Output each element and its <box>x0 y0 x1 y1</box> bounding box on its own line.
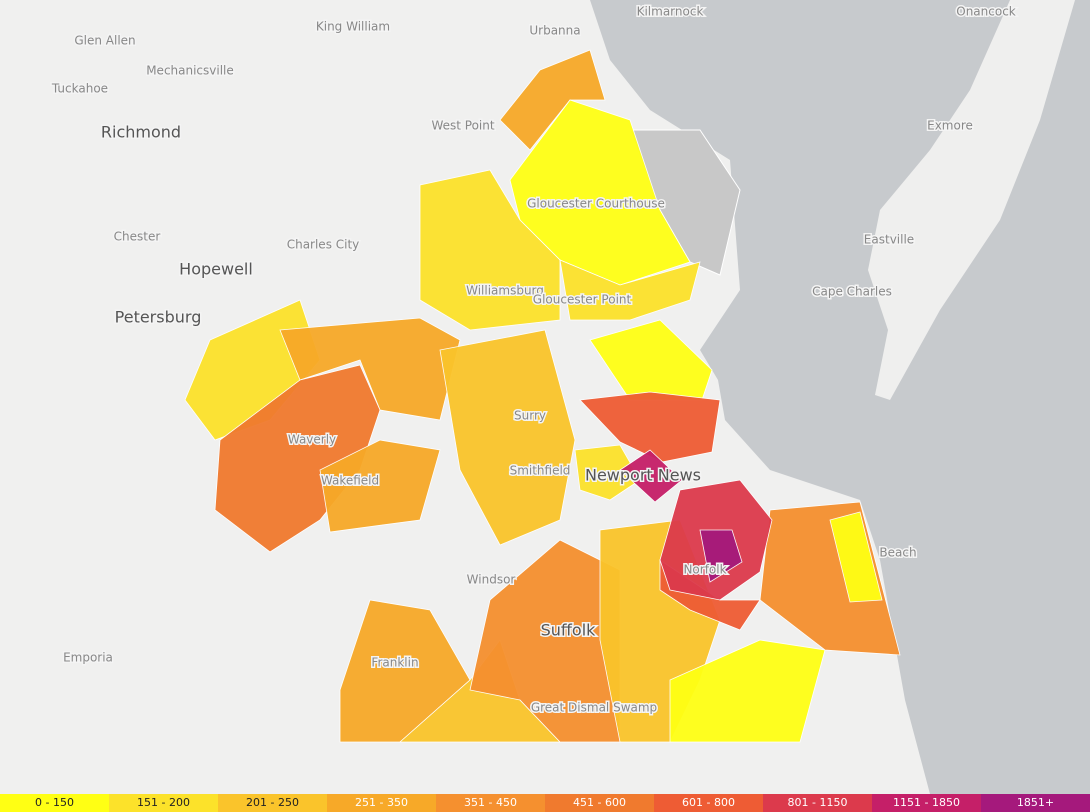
region <box>499 49 606 151</box>
place-label: Tuckahoe <box>51 82 108 96</box>
region <box>319 439 441 533</box>
eastern-shore <box>868 0 1075 400</box>
region <box>669 639 826 743</box>
legend-item: 0 - 150 <box>0 794 109 812</box>
legend-item: 801 - 1150 <box>763 794 872 812</box>
place-label: Great Dismal Swamp <box>531 701 657 715</box>
region <box>439 329 576 546</box>
region <box>279 317 461 421</box>
region <box>574 444 641 501</box>
region <box>699 529 743 583</box>
place-label: Newport News <box>585 466 701 485</box>
region <box>559 259 701 321</box>
region <box>579 391 721 463</box>
place-label: Williamsburg <box>466 284 544 298</box>
place-label: Mechanicsville <box>146 64 234 78</box>
region <box>589 319 713 401</box>
place-label: Norfolk <box>683 563 726 577</box>
place-label: Petersburg <box>115 308 202 327</box>
legend-item: 1851+ <box>981 794 1090 812</box>
place-label: Hopewell <box>179 260 253 279</box>
place-label: Charles City <box>287 238 360 252</box>
place-label: Eastville <box>864 233 914 247</box>
place-label: Chester <box>114 230 161 244</box>
place-label: Kilmarnock <box>637 5 704 19</box>
legend-item: 251 - 350 <box>327 794 436 812</box>
place-label: Glen Allen <box>74 34 135 48</box>
place-label: Suffolk <box>541 621 597 640</box>
region <box>419 169 561 331</box>
place-label: Cape Charles <box>812 285 892 299</box>
place-label: Richmond <box>101 123 181 142</box>
place-label: King William <box>316 20 390 34</box>
place-label: Surry <box>514 409 546 423</box>
place-label: Smithfield <box>510 464 571 478</box>
legend-item: 601 - 800 <box>654 794 763 812</box>
place-label: Exmore <box>927 119 973 133</box>
region <box>619 449 683 503</box>
region <box>829 511 883 603</box>
legend-item: 151 - 200 <box>109 794 218 812</box>
legend-item: 201 - 250 <box>218 794 327 812</box>
place-label: Emporia <box>63 651 113 665</box>
map: Kilmarnock Onancock King William Glen Allen… <box>50 0 1090 794</box>
place-label: Gloucester Point <box>533 293 632 307</box>
place-label: Waverly <box>288 433 336 447</box>
legend-item: 451 - 600 <box>545 794 654 812</box>
legend-item: 351 - 450 <box>436 794 545 812</box>
place-label: Urbanna <box>529 24 580 38</box>
place-label: Franklin <box>371 656 418 670</box>
place-label: Onancock <box>956 5 1016 19</box>
place-label: Gloucester Courthouse <box>527 197 665 211</box>
legend: 0 - 150 151 - 200 201 - 250 251 - 350 351 - … <box>0 794 1090 812</box>
place-label: Windsor <box>467 573 516 587</box>
legend-item: 1151 - 1850 <box>872 794 981 812</box>
place-label: Beach <box>879 546 916 560</box>
place-label: Wakefield <box>321 474 379 488</box>
place-label: West Point <box>431 119 494 133</box>
